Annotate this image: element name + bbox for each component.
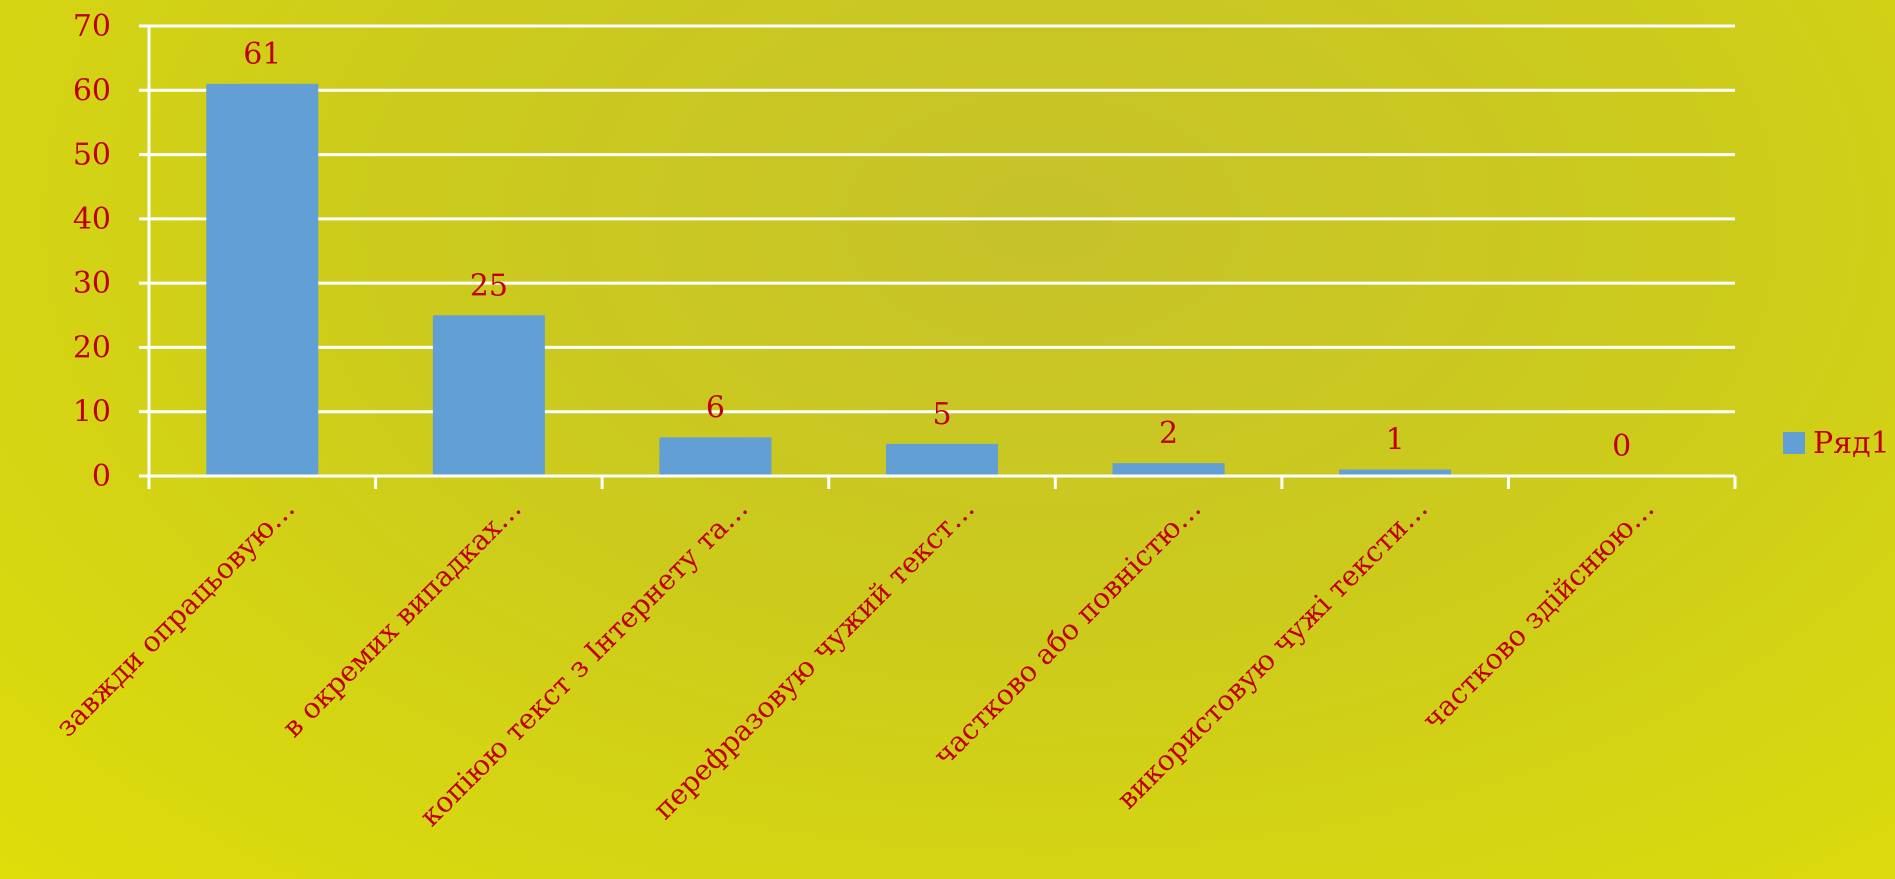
data-label: 25 xyxy=(470,268,508,303)
data-label: 61 xyxy=(243,37,281,72)
data-label: 5 xyxy=(932,397,951,432)
y-tick-label: 20 xyxy=(73,330,111,365)
bar xyxy=(1339,469,1452,475)
y-tick-label: 60 xyxy=(73,73,111,108)
bar xyxy=(1112,463,1225,475)
legend: Ряд1 xyxy=(1783,426,1890,461)
bar xyxy=(206,83,319,475)
gridlines xyxy=(149,24,1735,414)
y-tick-label: 30 xyxy=(73,266,111,301)
legend-label: Ряд1 xyxy=(1813,426,1890,461)
data-label: 0 xyxy=(1612,429,1631,464)
category-label: частково або повністю… xyxy=(927,492,1208,773)
y-tick-label: 0 xyxy=(92,459,111,494)
axes xyxy=(147,26,1737,489)
bar xyxy=(886,443,998,475)
bars xyxy=(206,83,1452,475)
category-label: завжди опрацьовую… xyxy=(49,492,301,744)
legend-swatch xyxy=(1783,432,1805,454)
category-labels: завжди опрацьовую…в окремих випадках…коп… xyxy=(49,492,1660,833)
y-tick-label: 50 xyxy=(73,138,111,173)
data-labels: 61 25 6 5 2 1 0 xyxy=(243,37,1631,464)
bar xyxy=(432,315,545,475)
data-label: 1 xyxy=(1386,423,1405,458)
y-tick-label: 40 xyxy=(73,202,111,237)
data-label: 2 xyxy=(1159,416,1178,451)
category-label: в окремих випадках… xyxy=(276,492,528,744)
bar xyxy=(659,437,772,475)
y-axis-ticks: 0 10 20 30 40 50 60 70 xyxy=(73,9,149,494)
category-label: частково здійснюю… xyxy=(1416,492,1661,737)
y-tick-label: 10 xyxy=(73,395,111,430)
y-tick-label: 70 xyxy=(73,9,111,44)
data-label: 6 xyxy=(706,390,725,425)
